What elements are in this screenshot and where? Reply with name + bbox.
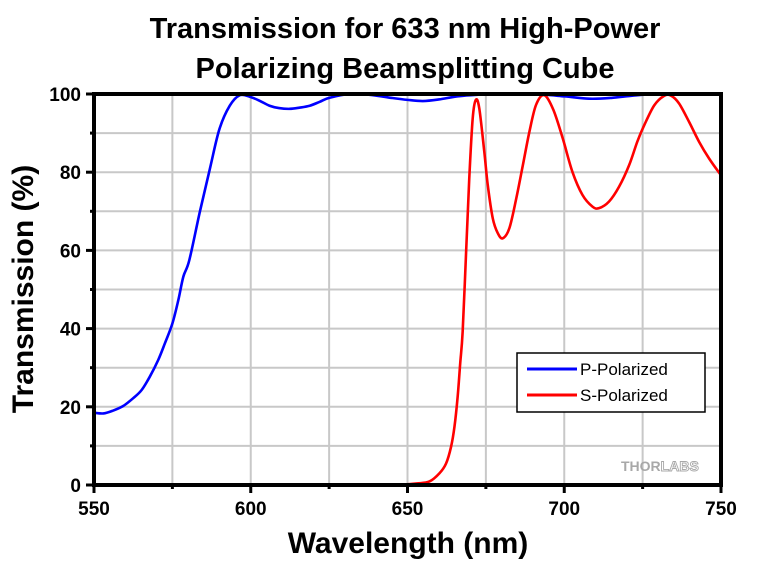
y-tick-labels: 0 20 40 60 80 100 [49,85,81,497]
legend-label-s-polarized: S-Polarized [580,386,668,405]
x-axis-label: Wavelength (nm) [288,527,529,560]
x-tick-label-550: 550 [78,499,110,520]
x-tick-labels: 550 600 650 700 750 [78,499,737,520]
x-tick-label-700: 700 [548,499,580,520]
x-tick-label-750: 750 [705,499,737,520]
y-tick-label-60: 60 [60,241,81,262]
watermark-labs: LABS [661,458,699,474]
thorlabs-watermark: THORLABS [621,458,699,475]
chart-title-line-2: Polarizing Beamsplitting Cube [196,53,615,85]
legend-box [516,352,706,413]
y-axis-label: Transmission (%) [7,165,40,413]
y-tick-label-100: 100 [49,85,81,106]
svg-text:THORLABS: THORLABS [621,458,699,474]
chart-title-line-1: Transmission for 633 nm High-Power [150,13,661,45]
watermark-thor: THOR [621,458,661,474]
x-tick-label-600: 600 [235,499,267,520]
chart-title: Transmission for 633 nm High-Power Polar… [150,13,661,85]
legend: P-Polarized S-Polarized [516,352,706,413]
y-tick-label-0: 0 [70,476,81,497]
y-tick-label-80: 80 [60,163,81,184]
series-line-s-polarized [94,93,723,487]
legend-label-p-polarized: P-Polarized [580,360,668,379]
y-tick-label-40: 40 [60,320,81,341]
grid [94,94,721,485]
y-tick-label-20: 20 [60,398,81,419]
axis-ticks [86,92,723,493]
x-tick-label-650: 650 [392,499,424,520]
